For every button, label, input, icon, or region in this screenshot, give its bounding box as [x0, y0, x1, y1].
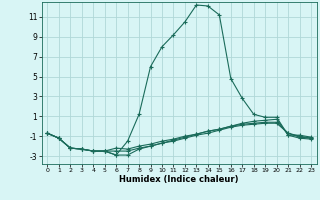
X-axis label: Humidex (Indice chaleur): Humidex (Indice chaleur) — [119, 175, 239, 184]
